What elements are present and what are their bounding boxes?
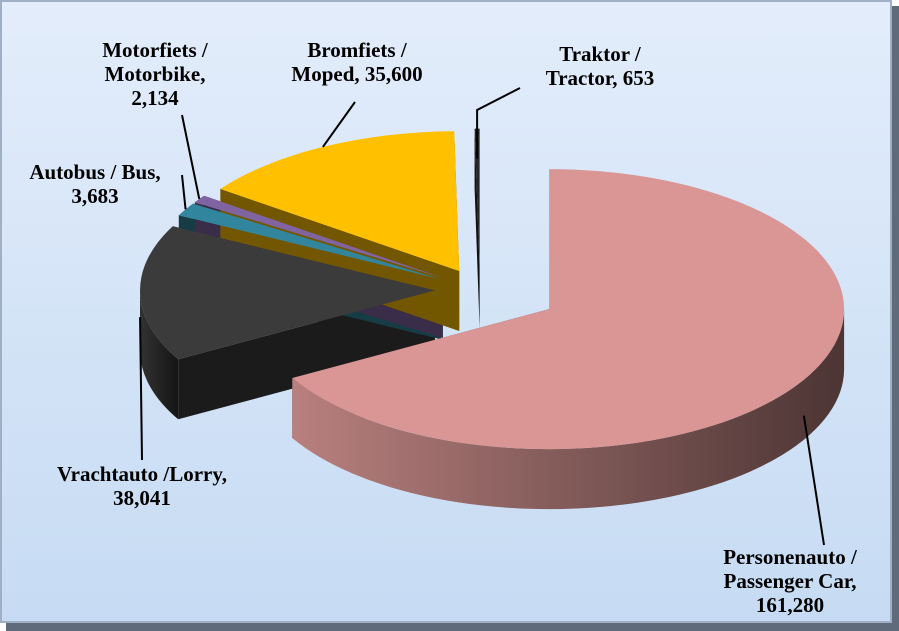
pie-tops — [140, 128, 845, 450]
value-label: 2,134 — [131, 86, 179, 110]
pie-slice — [178, 203, 442, 280]
leader-line — [476, 87, 521, 159]
pie-slice — [220, 131, 460, 272]
value-label: 161,280 — [755, 593, 825, 617]
data-label: Autobus / Bus, 3,683 — [10, 160, 180, 208]
value-label: 3,683 — [71, 184, 119, 208]
data-label: Bromfiets / Moped, 35,600 — [272, 38, 442, 86]
value-label: 38,041 — [113, 486, 171, 510]
slice-side-face — [474, 128, 480, 329]
value-label: 653 — [622, 66, 655, 90]
category-label: Traktor / Tractor, — [545, 42, 641, 90]
slice-side — [140, 290, 179, 420]
pie-slice — [292, 169, 845, 450]
leader-line — [802, 415, 825, 546]
data-label: Personenauto / Passenger Car, 161,280 — [690, 545, 890, 617]
category-label: Vrachtauto /Lorry, — [57, 462, 227, 486]
category-label: Autobus / Bus, — [29, 160, 161, 184]
leader-line — [139, 317, 143, 461]
value-label: 35,600 — [364, 62, 423, 86]
pie-slice — [194, 195, 443, 278]
leader-line — [181, 174, 187, 210]
category-label: Motorfiets / Motorbike, — [102, 38, 208, 86]
category-label: Bromfiets / Moped, — [291, 38, 407, 86]
pie-slice — [140, 226, 436, 360]
leader-line — [322, 101, 356, 148]
data-label: Vrachtauto /Lorry, 38,041 — [52, 462, 232, 510]
category-label: Personenauto / Passenger Car, — [723, 545, 857, 593]
pie-slice — [474, 128, 480, 269]
data-label: Motorfiets / Motorbike, 2,134 — [88, 38, 222, 110]
slice-side — [292, 309, 845, 510]
data-label: Traktor / Tractor, 653 — [525, 42, 675, 90]
leader-line — [181, 114, 201, 200]
